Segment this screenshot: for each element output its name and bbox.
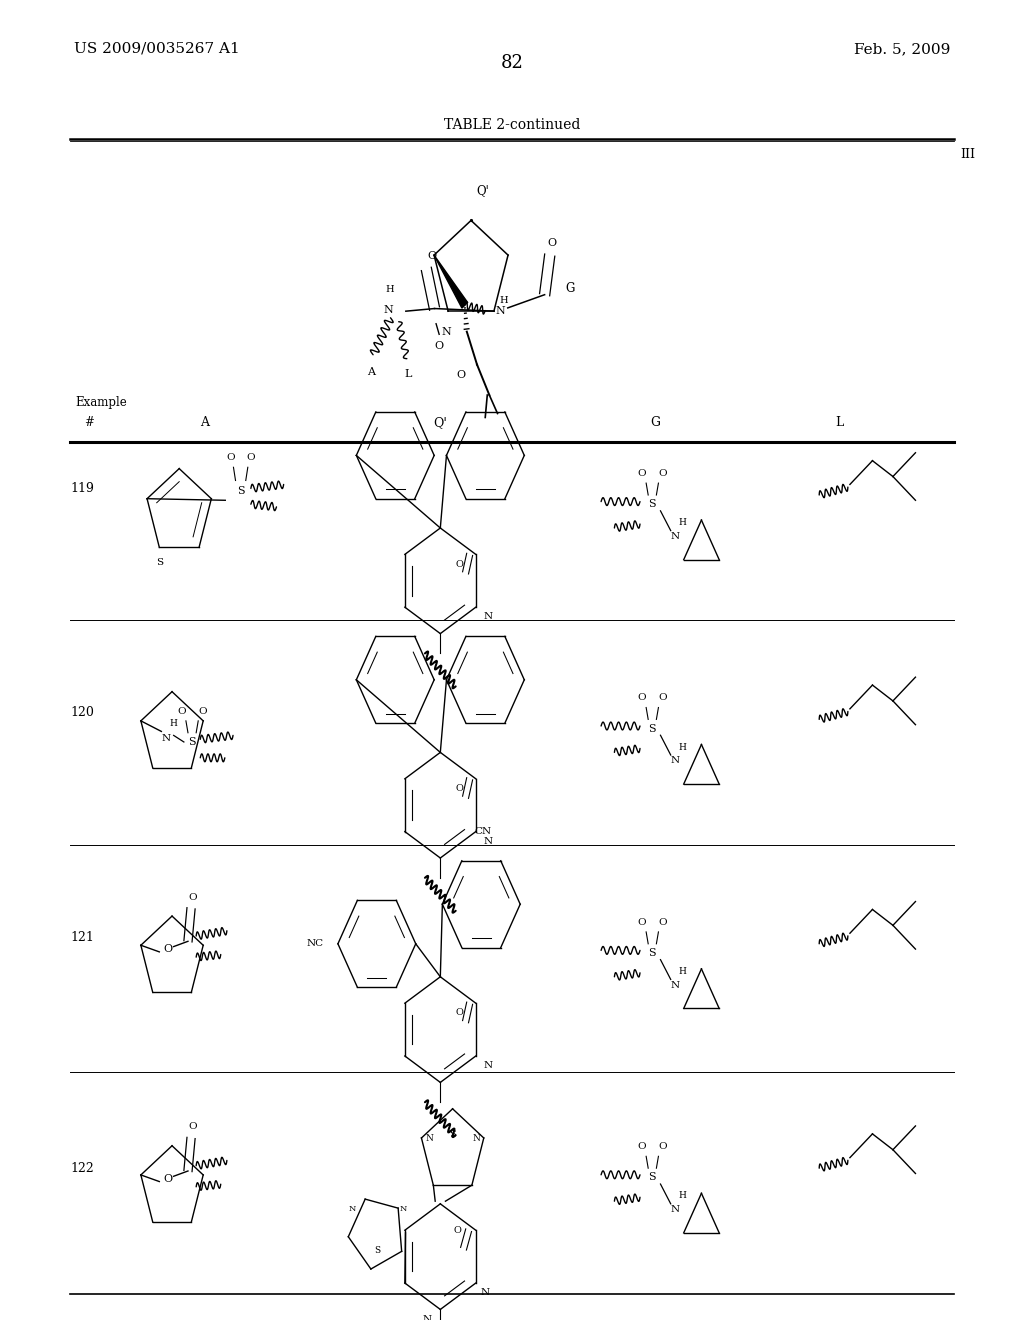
Text: G: G	[565, 281, 574, 294]
Text: O: O	[454, 1226, 462, 1234]
Text: S: S	[450, 1130, 456, 1139]
Text: N: N	[441, 327, 451, 337]
Text: O: O	[226, 453, 234, 462]
Text: S: S	[648, 948, 656, 958]
Text: N: N	[349, 1205, 356, 1213]
Text: US 2009/0035267 A1: US 2009/0035267 A1	[74, 42, 240, 55]
Text: CN: CN	[475, 826, 492, 836]
Text: O: O	[638, 1142, 646, 1151]
Text: A: A	[367, 367, 375, 376]
Text: N: N	[425, 1134, 433, 1143]
Text: H: H	[500, 296, 508, 305]
Text: N: N	[481, 1288, 490, 1298]
Text: 119: 119	[70, 482, 94, 495]
Text: N: N	[671, 532, 680, 541]
Text: N: N	[671, 756, 680, 766]
Text: O: O	[658, 917, 667, 927]
Text: O: O	[456, 560, 464, 569]
Polygon shape	[434, 255, 468, 308]
Text: N: N	[423, 1315, 432, 1320]
Text: Example: Example	[76, 396, 128, 409]
Text: O: O	[164, 1173, 172, 1184]
Text: Feb. 5, 2009: Feb. 5, 2009	[854, 42, 950, 55]
Text: O: O	[547, 239, 556, 248]
Text: L: L	[836, 416, 844, 429]
Text: NC: NC	[306, 940, 324, 948]
Text: O: O	[638, 469, 646, 478]
Text: H: H	[679, 743, 687, 751]
Text: N: N	[484, 1061, 494, 1071]
Text: S: S	[648, 1172, 656, 1183]
Text: A: A	[201, 416, 209, 429]
Text: H: H	[170, 719, 177, 729]
Text: 122: 122	[70, 1162, 94, 1175]
Text: S: S	[237, 486, 245, 496]
Text: 82: 82	[501, 54, 523, 73]
Text: N: N	[399, 1205, 407, 1213]
Text: #: #	[84, 416, 94, 429]
Text: S: S	[188, 737, 196, 747]
Text: S: S	[648, 499, 656, 510]
Text: O: O	[638, 917, 646, 927]
Text: O: O	[456, 1008, 464, 1018]
Text: 121: 121	[70, 931, 94, 944]
Text: G: G	[650, 416, 660, 429]
Text: Q': Q'	[433, 416, 447, 429]
Text: O: O	[456, 784, 464, 793]
Text: TABLE 2-continued: TABLE 2-continued	[443, 119, 581, 132]
Text: O: O	[658, 469, 667, 478]
Text: O: O	[164, 944, 172, 954]
Text: 120: 120	[70, 706, 94, 719]
Text: N: N	[472, 1134, 480, 1143]
Text: O: O	[188, 1122, 198, 1131]
Text: N: N	[384, 305, 393, 315]
Text: O: O	[198, 706, 207, 715]
Text: H: H	[679, 968, 687, 975]
Text: S: S	[374, 1246, 380, 1255]
Text: O: O	[434, 341, 443, 351]
Text: N: N	[484, 612, 494, 622]
Text: O: O	[638, 693, 646, 702]
Text: H: H	[385, 285, 394, 294]
Text: L: L	[404, 370, 412, 379]
Text: O: O	[177, 706, 186, 715]
Text: III: III	[961, 148, 976, 161]
Text: Q': Q'	[476, 183, 488, 197]
Text: N: N	[671, 981, 680, 990]
Text: O: O	[188, 892, 198, 902]
Text: O: O	[457, 370, 465, 380]
Text: O: O	[658, 693, 667, 702]
Text: O: O	[247, 453, 255, 462]
Text: H: H	[679, 1192, 687, 1200]
Text: N: N	[162, 734, 170, 743]
Text: N: N	[484, 837, 494, 846]
Text: O: O	[427, 251, 436, 261]
Text: O: O	[658, 1142, 667, 1151]
Text: N: N	[496, 305, 505, 315]
Text: N: N	[671, 1205, 680, 1214]
Text: S: S	[156, 558, 163, 568]
Text: S: S	[648, 723, 656, 734]
Text: H: H	[679, 519, 687, 527]
